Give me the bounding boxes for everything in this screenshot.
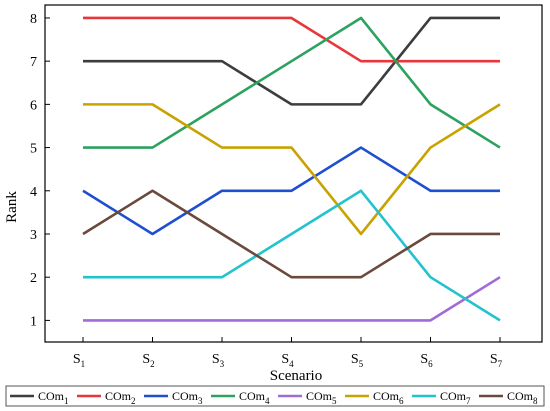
y-tick-label: 3	[30, 228, 37, 243]
y-tick-label: 4	[30, 185, 37, 200]
legend-label: COm3	[172, 389, 203, 406]
plot-border	[44, 4, 543, 343]
series-line-com1	[83, 16, 500, 106]
legend-label: COm1	[38, 389, 69, 406]
legend-label: COm2	[105, 389, 136, 406]
y-tick-label: 2	[30, 271, 37, 286]
x-tick-label: S2	[142, 352, 154, 369]
x-tick-label: S5	[351, 352, 364, 369]
legend: COm1 COm2 COm3 COm4 COm5 COm6 COm7 COm8	[5, 385, 545, 407]
series-lines	[82, 16, 501, 322]
series-line-com6	[83, 103, 501, 236]
legend-label: COm8	[507, 389, 538, 406]
legend-label: COm7	[440, 389, 471, 406]
x-tick-label: S6	[420, 352, 433, 369]
y-axis-title: Rank	[4, 191, 20, 223]
series-line-com2	[83, 16, 500, 63]
series-line-com8	[82, 189, 500, 279]
legend-label: COm5	[306, 389, 337, 406]
y-tick-label: 8	[30, 12, 37, 27]
plot-frame	[44, 4, 543, 343]
y-tick-label: 1	[30, 314, 37, 329]
x-tick-label: S7	[490, 352, 503, 369]
series-line-com4	[83, 16, 501, 149]
x-tick-label: S4	[281, 352, 294, 369]
legend-box	[5, 385, 545, 407]
legend-label: COm6	[373, 389, 404, 406]
y-tick-label: 6	[30, 98, 37, 113]
series-line-com7	[83, 189, 501, 322]
series-line-com5	[83, 276, 501, 322]
y-tick-label: 7	[30, 55, 37, 70]
x-axis-title: Scenario	[270, 368, 322, 384]
x-axis-ticks: S1 S2 S3 S4 S5 S6 S7	[73, 337, 503, 369]
y-axis-ticks: 1 2 3 4 5 6 7 8	[30, 12, 50, 329]
y-tick-label: 5	[30, 142, 37, 157]
x-tick-label: S3	[212, 352, 225, 369]
series-line-com3	[82, 146, 500, 236]
legend-label: COm4	[239, 389, 270, 406]
x-tick-label: S1	[73, 352, 85, 369]
